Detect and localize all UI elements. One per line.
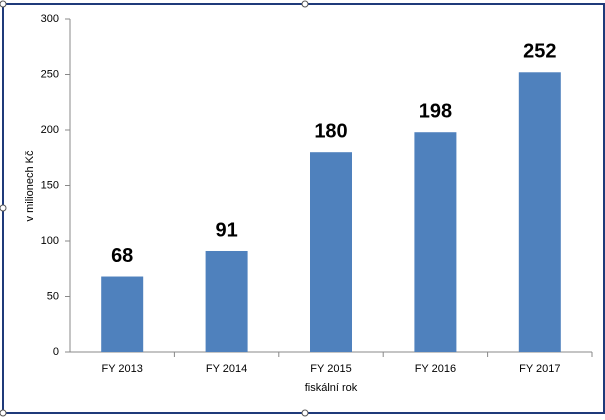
data-label: 91 [215,219,237,241]
y-tick-label: 100 [41,235,59,247]
data-label: 252 [523,41,556,63]
y-tick-label: 50 [47,290,59,302]
bar [310,152,352,352]
x-tick-label: FY 2015 [310,363,351,375]
bar [205,250,248,352]
x-axis-title: fiskální rok [305,382,358,394]
bar [518,72,561,352]
y-tick-label: 300 [41,13,59,25]
y-tick-label: 0 [53,346,59,358]
x-tick-label: FY 2016 [415,363,456,375]
x-tick-label: FY 2014 [206,363,247,375]
y-tick-label: 250 [41,68,59,80]
selection-handles [0,0,309,417]
bar [414,132,457,352]
y-axis-title: v milionech Kč [24,150,36,221]
bar [101,276,144,352]
x-tick-label: FY 2017 [519,363,560,375]
data-label: 198 [419,101,452,123]
x-tick-label: FY 2013 [102,363,143,375]
y-tick-label: 200 [41,124,59,136]
data-label: 68 [111,245,133,267]
data-label: 180 [314,120,347,142]
y-tick-label: 150 [41,179,59,191]
